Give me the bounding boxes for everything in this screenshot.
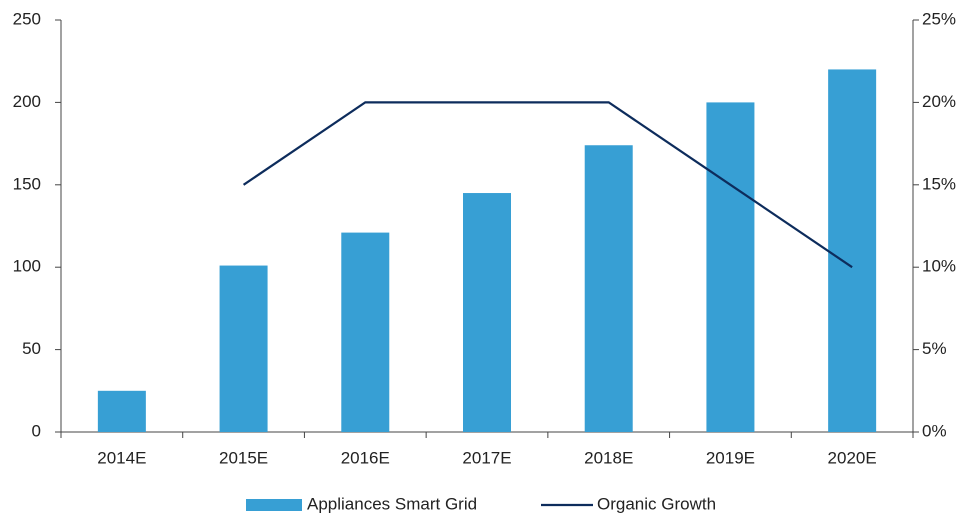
- bar: [706, 102, 755, 433]
- x-tick-label: 2019E: [706, 448, 755, 467]
- y-tick-label: 100: [13, 257, 41, 276]
- y-tick-label: 150: [13, 174, 41, 193]
- y-tick-label: 50: [22, 339, 41, 358]
- bar: [219, 265, 268, 432]
- bar: [584, 145, 633, 433]
- bar: [341, 232, 390, 432]
- y-tick-label: 200: [13, 92, 41, 111]
- bar: [97, 390, 146, 432]
- legend-swatch: [246, 499, 302, 511]
- y-tick-label: 250: [13, 9, 41, 28]
- y2-tick-label: 5%: [922, 339, 947, 358]
- y2-tick-label: 0%: [922, 421, 947, 440]
- y-tick-label: 0: [32, 421, 41, 440]
- x-tick-label: 2020E: [828, 448, 877, 467]
- bar: [463, 193, 511, 432]
- y2-tick-label: 10%: [922, 257, 956, 276]
- x-tick-label: 2016E: [341, 448, 390, 467]
- y2-tick-label: 25%: [922, 9, 956, 28]
- legend-label: Appliances Smart Grid: [307, 494, 477, 513]
- x-tick-label: 2015E: [219, 448, 268, 467]
- x-tick-label: 2017E: [462, 448, 511, 467]
- bar: [828, 69, 877, 432]
- y2-tick-label: 15%: [922, 174, 956, 193]
- x-tick-label: 2014E: [97, 448, 146, 467]
- legend-label: Organic Growth: [597, 494, 716, 513]
- line-series: [242, 101, 853, 269]
- x-tick-label: 2018E: [584, 448, 633, 467]
- y2-tick-label: 20%: [922, 92, 956, 111]
